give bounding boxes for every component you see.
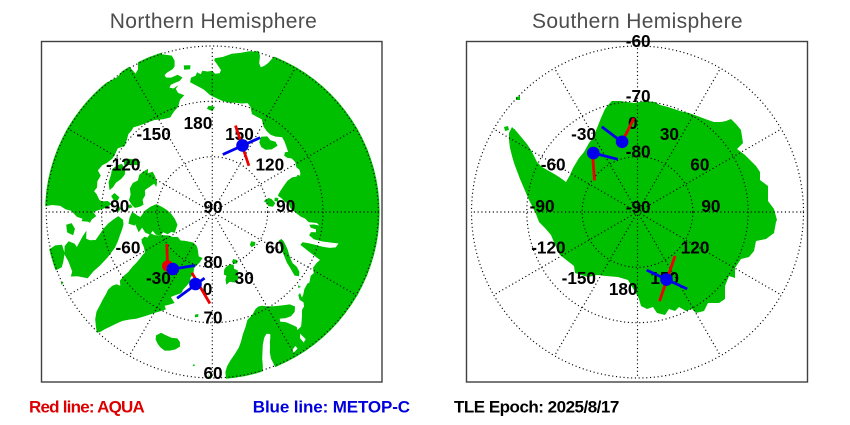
svg-text:Blue line: METOP-C: Blue line: METOP-C bbox=[253, 398, 410, 417]
svg-text:80: 80 bbox=[203, 252, 222, 272]
svg-text:-60: -60 bbox=[116, 238, 141, 258]
svg-text:30: 30 bbox=[660, 124, 679, 144]
svg-text:-60: -60 bbox=[626, 31, 651, 51]
svg-text:-70: -70 bbox=[626, 86, 651, 106]
svg-text:-150: -150 bbox=[136, 124, 170, 144]
svg-text:0: 0 bbox=[203, 279, 213, 299]
svg-text:70: 70 bbox=[203, 308, 222, 328]
svg-text:60: 60 bbox=[265, 238, 284, 258]
svg-text:Red line: AQUA: Red line: AQUA bbox=[29, 398, 145, 417]
svg-text:30: 30 bbox=[235, 268, 254, 288]
svg-text:120: 120 bbox=[256, 155, 285, 175]
svg-text:TLE Epoch: 2025/8/17: TLE Epoch: 2025/8/17 bbox=[454, 398, 619, 417]
svg-text:Northern Hemisphere: Northern Hemisphere bbox=[110, 10, 317, 33]
svg-text:180: 180 bbox=[609, 279, 638, 299]
svg-text:180: 180 bbox=[184, 113, 213, 133]
svg-text:-150: -150 bbox=[562, 268, 596, 288]
svg-text:60: 60 bbox=[690, 155, 709, 175]
svg-text:-120: -120 bbox=[531, 238, 565, 258]
svg-text:-30: -30 bbox=[146, 268, 171, 288]
svg-text:60: 60 bbox=[203, 363, 222, 383]
svg-text:-120: -120 bbox=[106, 155, 140, 175]
svg-text:90: 90 bbox=[701, 196, 720, 216]
svg-text:90: 90 bbox=[276, 196, 295, 216]
svg-text:90: 90 bbox=[203, 197, 222, 217]
svg-text:-90: -90 bbox=[530, 196, 555, 216]
svg-text:-80: -80 bbox=[626, 142, 651, 162]
svg-text:Southern Hemisphere: Southern Hemisphere bbox=[532, 10, 743, 33]
svg-text:-90: -90 bbox=[626, 197, 651, 217]
svg-text:-90: -90 bbox=[104, 196, 129, 216]
svg-text:-30: -30 bbox=[571, 124, 596, 144]
svg-text:-60: -60 bbox=[541, 155, 566, 175]
svg-text:120: 120 bbox=[681, 238, 710, 258]
